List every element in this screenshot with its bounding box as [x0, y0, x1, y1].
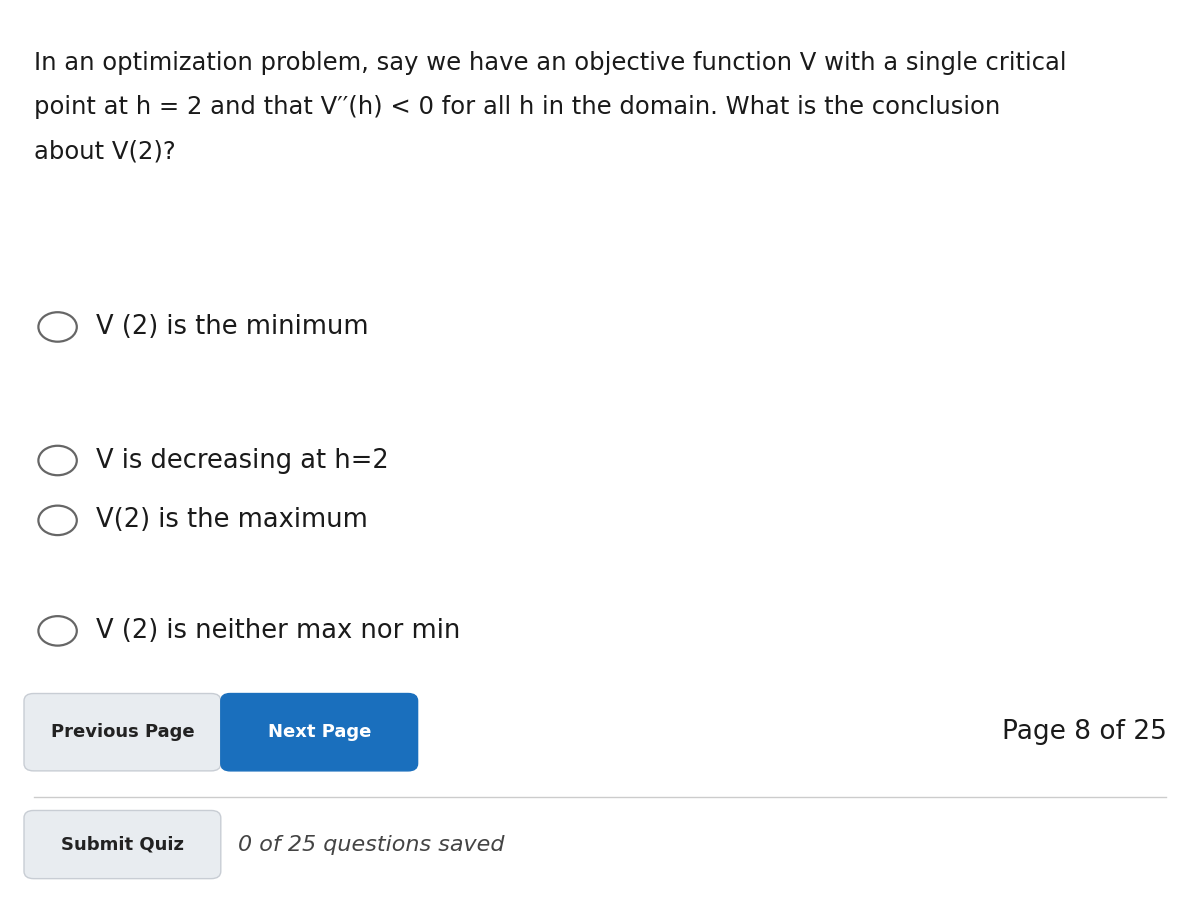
- Text: 0 of 25 questions saved: 0 of 25 questions saved: [238, 834, 504, 855]
- Text: Previous Page: Previous Page: [50, 723, 194, 741]
- Text: about V(2)?: about V(2)?: [34, 139, 175, 163]
- Text: Next Page: Next Page: [268, 723, 371, 741]
- FancyBboxPatch shape: [24, 810, 221, 879]
- Text: Page 8 of 25: Page 8 of 25: [1002, 719, 1166, 745]
- FancyBboxPatch shape: [24, 694, 221, 771]
- Text: point at h = 2 and that V′′(h) < 0 for all h in the domain. What is the conclusi: point at h = 2 and that V′′(h) < 0 for a…: [34, 95, 1000, 119]
- Text: In an optimization problem, say we have an objective function V with a single cr: In an optimization problem, say we have …: [34, 51, 1066, 75]
- FancyBboxPatch shape: [221, 694, 418, 771]
- Text: V is decreasing at h=2: V is decreasing at h=2: [96, 448, 389, 473]
- Text: V(2) is the maximum: V(2) is the maximum: [96, 507, 368, 533]
- Text: Submit Quiz: Submit Quiz: [61, 835, 184, 854]
- Text: V (2) is neither max nor min: V (2) is neither max nor min: [96, 618, 461, 644]
- Text: V (2) is the minimum: V (2) is the minimum: [96, 314, 368, 340]
